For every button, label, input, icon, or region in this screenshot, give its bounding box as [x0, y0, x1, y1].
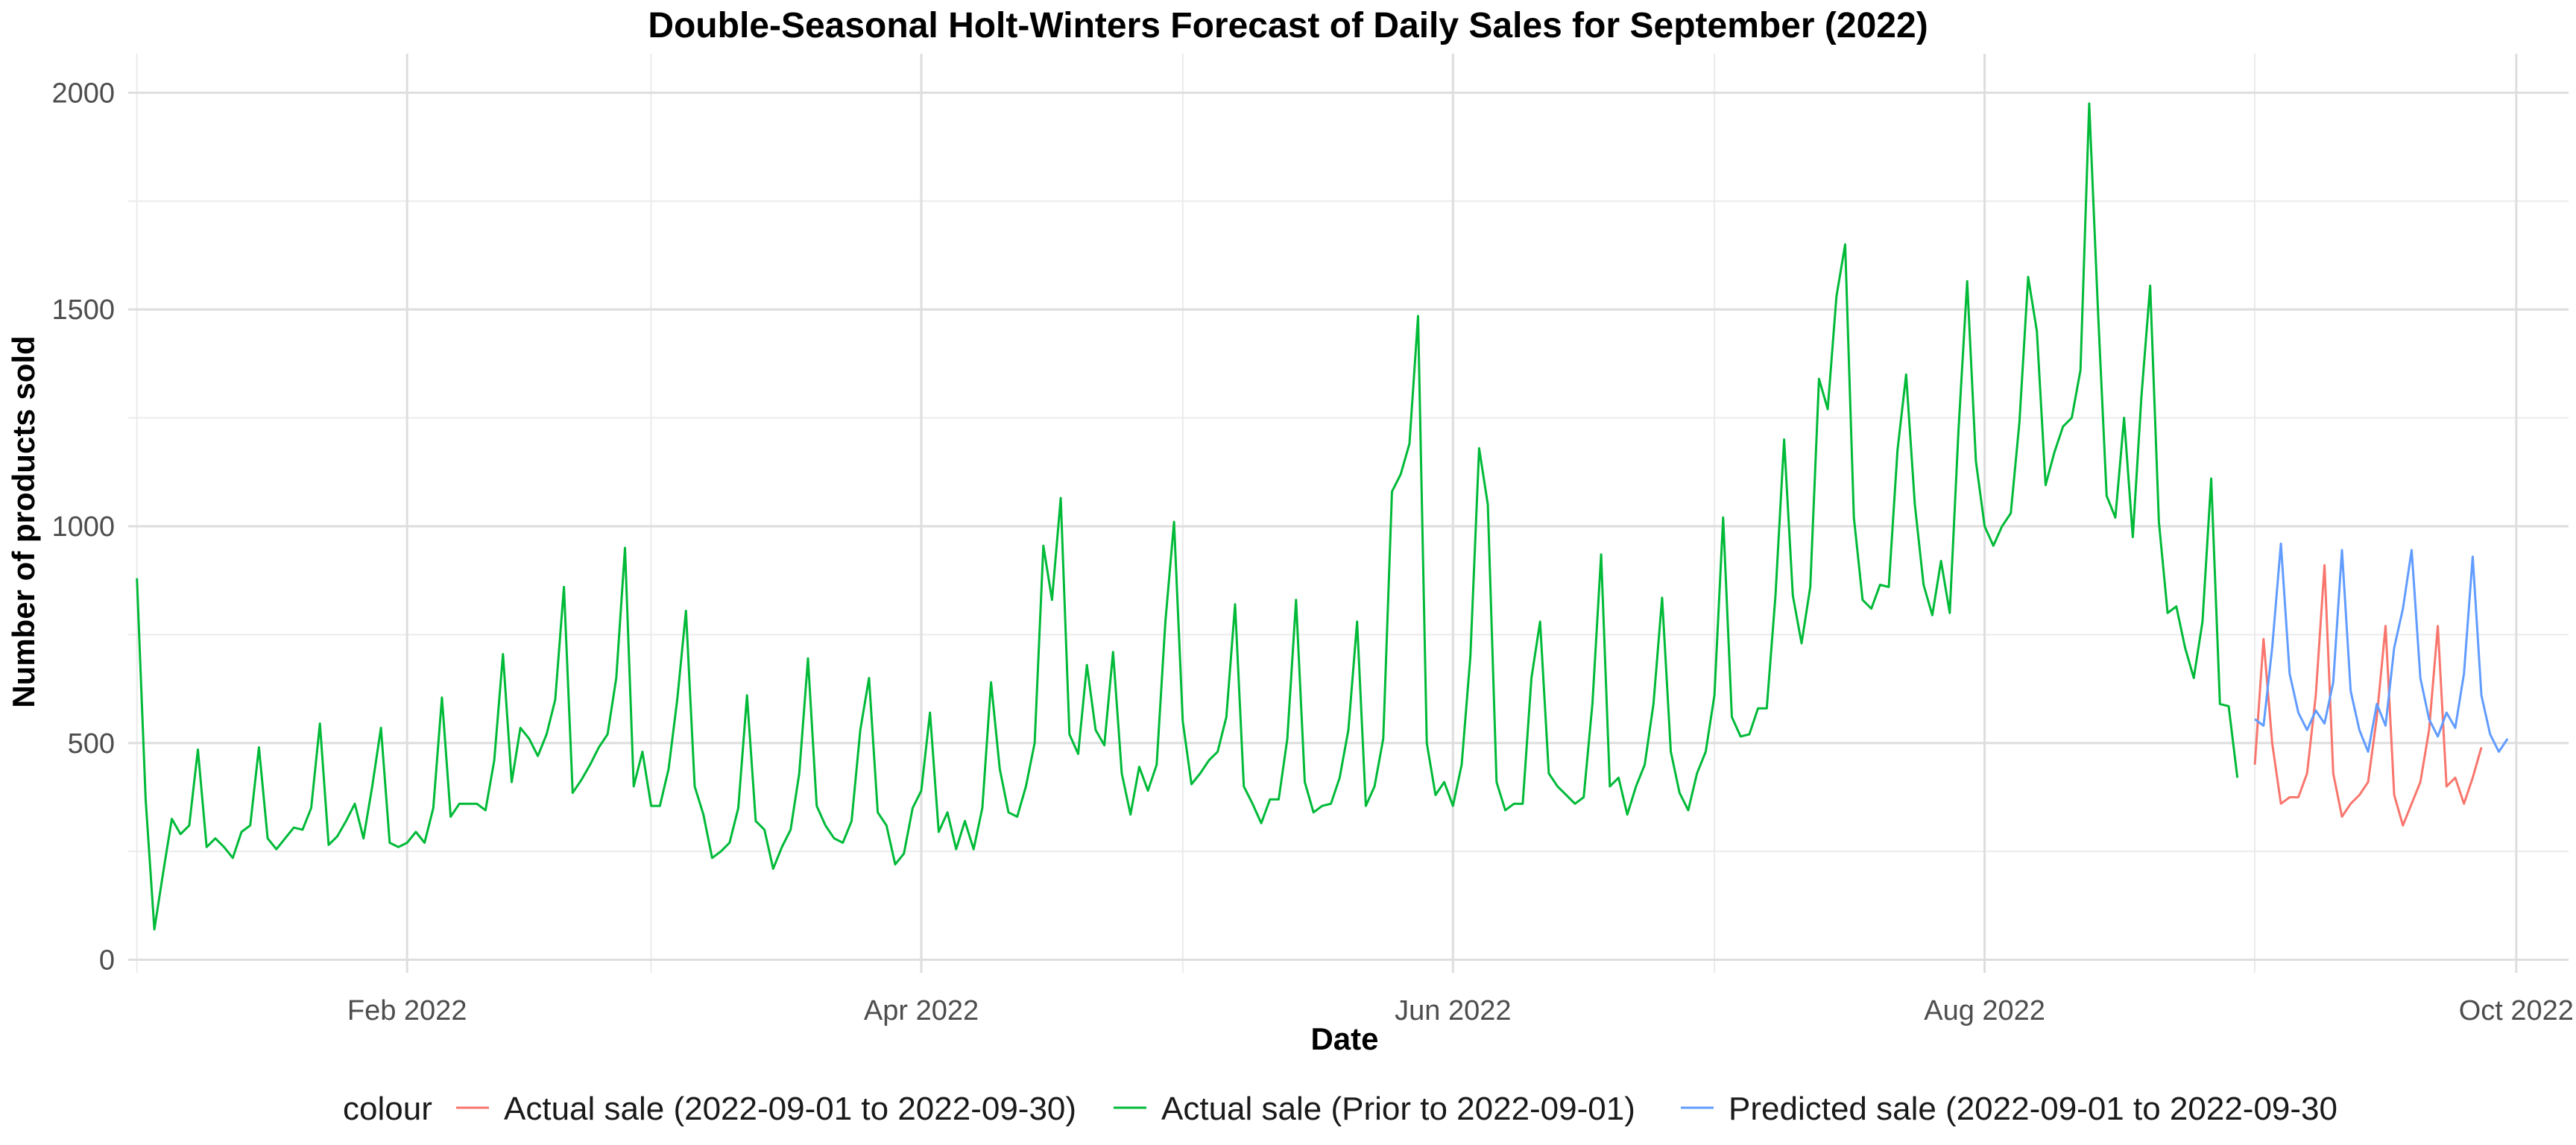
x-tick-label: Feb 2022 [347, 995, 467, 1026]
x-axis-tick-labels: Feb 2022 Apr 2022 Jun 2022 Aug 2022 Oct 2022 [347, 995, 2574, 1026]
legend: colour Actual sale (2022-09-01 to 2022-09… [343, 1091, 2337, 1127]
series-line [2254, 542, 2509, 753]
series-lines [136, 102, 2509, 931]
y-axis-title: Number of products sold [6, 335, 41, 707]
series-line [2253, 564, 2483, 827]
y-tick-label: 500 [68, 728, 115, 760]
y-tick-label: 1000 [51, 511, 115, 543]
series-line [136, 102, 2239, 931]
y-tick-label: 1500 [51, 294, 115, 326]
x-axis-title: Date [1310, 1021, 1378, 1056]
x-tick-label: Jun 2022 [1395, 995, 1511, 1026]
legend-label: Actual sale (2022-09-01 to 2022-09-30) [504, 1091, 1076, 1127]
x-tick-label: Aug 2022 [1924, 995, 2045, 1026]
major-gridlines [128, 54, 2569, 973]
y-axis-tick-labels: 0 500 1000 1500 2000 [51, 78, 115, 976]
y-tick-label: 2000 [51, 78, 115, 109]
x-tick-label: Oct 2022 [2459, 995, 2574, 1026]
legend-label: Actual sale (Prior to 2022-09-01) [1161, 1091, 1635, 1127]
y-tick-label: 0 [99, 945, 115, 977]
legend-label: Predicted sale (2022-09-01 to 2022-09-30 [1729, 1091, 2337, 1127]
legend-title: colour [343, 1091, 432, 1127]
x-tick-label: Apr 2022 [864, 995, 979, 1026]
chart-title: Double-Seasonal Holt-Winters Forecast of… [648, 6, 1928, 45]
minor-gridlines [128, 54, 2569, 973]
